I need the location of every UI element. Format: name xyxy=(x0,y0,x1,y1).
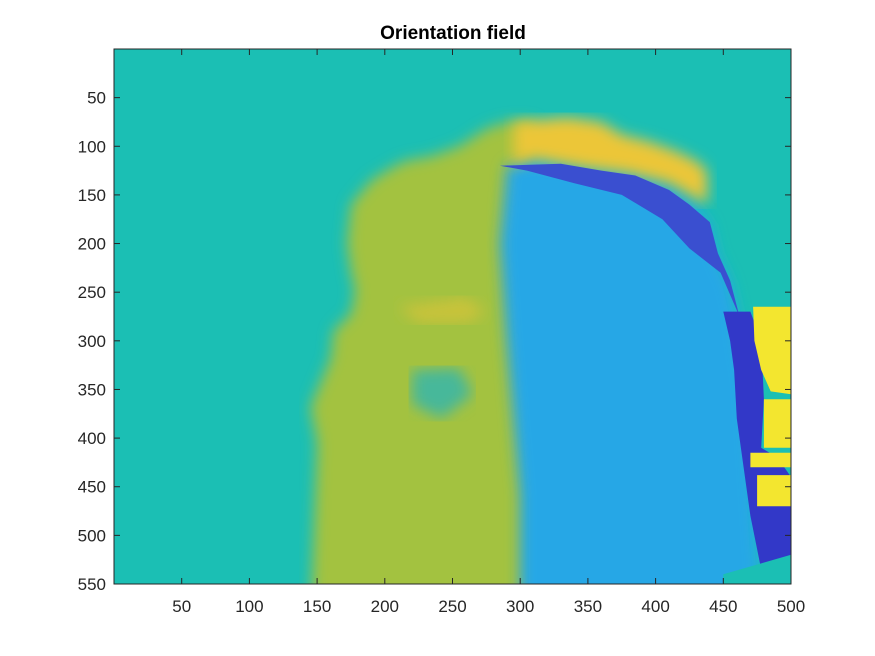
y-tick-label: 150 xyxy=(78,186,106,205)
x-tick-label: 150 xyxy=(303,597,331,616)
heatmap-region-2 xyxy=(513,117,708,205)
y-tick-label: 100 xyxy=(78,137,106,156)
x-tick-label: 500 xyxy=(777,597,805,616)
y-tick-label: 350 xyxy=(78,380,106,399)
y-tick-label: 550 xyxy=(78,575,106,594)
heatmap-region-1 xyxy=(499,157,761,584)
heatmap-region-8 xyxy=(763,399,791,448)
x-axis: 50 100 150 200 250 300 350 400 450 500 xyxy=(172,49,805,616)
y-tick-label: 200 xyxy=(78,235,106,254)
heatmap-region-5 xyxy=(499,163,740,317)
heatmap-region-0 xyxy=(310,122,534,584)
y-tick-label: 50 xyxy=(87,89,106,108)
x-tick-label: 450 xyxy=(709,597,737,616)
x-tick-label: 200 xyxy=(371,597,399,616)
y-tick-label: 400 xyxy=(78,429,106,448)
x-tick-label: 300 xyxy=(506,597,534,616)
heatmap-region-4 xyxy=(411,368,473,419)
y-tick-label: 250 xyxy=(78,283,106,302)
chart-title: Orientation field xyxy=(380,23,526,44)
heatmap-region-7 xyxy=(753,306,791,395)
heatmap-region-9 xyxy=(750,452,791,468)
y-axis: 50 100 150 200 250 300 350 400 450 500 550 xyxy=(78,89,791,594)
y-tick-label: 300 xyxy=(78,332,106,351)
x-tick-label: 350 xyxy=(574,597,602,616)
x-tick-label: 250 xyxy=(438,597,466,616)
y-tick-label: 450 xyxy=(78,478,106,497)
x-tick-label: 400 xyxy=(641,597,669,616)
x-tick-label: 100 xyxy=(235,597,263,616)
heatmap-regions xyxy=(310,117,791,584)
x-tick-label: 50 xyxy=(172,597,191,616)
heatmap-region-3 xyxy=(398,297,487,324)
heatmap-region-10 xyxy=(757,475,791,507)
y-tick-label: 500 xyxy=(78,526,106,545)
heatmap-region-11 xyxy=(723,554,791,584)
